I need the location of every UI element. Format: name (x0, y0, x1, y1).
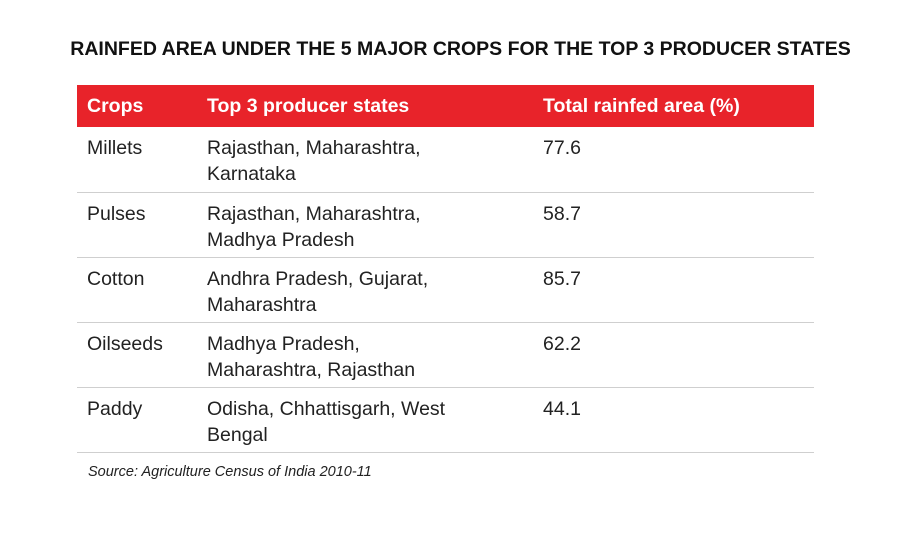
states-cell: Madhya Pradesh, Maharashtra, Rajasthan (197, 322, 533, 387)
crop-cell: Oilseeds (87, 332, 163, 355)
states-line: Madhya Pradesh, (207, 332, 360, 355)
states-line: Rajasthan, Maharashtra, (207, 137, 421, 159)
table-row: Oilseeds Madhya Pradesh, Maharashtra, Raj… (77, 322, 814, 387)
crop-cell: Pulses (87, 202, 146, 225)
states-line: Maharashtra (207, 293, 317, 316)
table-row: Cotton Andhra Pradesh, Gujarat, Maharasht… (77, 257, 814, 322)
states-line: Odisha, Chhattisgarh, West (207, 397, 446, 420)
rainfed-area-cell: 62.2 (543, 332, 581, 355)
rainfed-area-cell: 77.6 (543, 137, 581, 159)
table-row: Pulses Rajasthan, Maharashtra, Madhya Pra… (77, 192, 814, 257)
states-line: Karnataka (207, 163, 296, 185)
crop-cell: Paddy (87, 397, 143, 420)
states-line: Madhya Pradesh (207, 228, 355, 251)
states-line: Bengal (207, 423, 268, 446)
states-cell: Odisha, Chhattisgarh, West Bengal (197, 387, 533, 452)
crop-cell: Cotton (87, 267, 145, 290)
rainfed-area-table: Crops Top 3 producer states Total rainfe… (77, 85, 814, 453)
table-row: Paddy Odisha, Chhattisgarh, West Bengal 4… (77, 387, 814, 452)
states-line: Maharashtra, Rajasthan (207, 358, 416, 381)
source-note: Source: Agriculture Census of India 2010… (88, 464, 372, 480)
crop-cell: Millets (87, 137, 143, 159)
states-cell: Andhra Pradesh, Gujarat, Maharashtra (197, 257, 533, 322)
column-header-states: Top 3 producer states (207, 94, 410, 117)
table-row: Millets Rajasthan, Maharashtra, Karnataka… (77, 127, 814, 192)
states-cell: Rajasthan, Maharashtra, Madhya Pradesh (197, 192, 533, 257)
rainfed-area-cell: 58.7 (543, 202, 581, 225)
table-header-row: Crops Top 3 producer states Total rainfe… (77, 85, 814, 127)
chart-title: RAINFED AREA UNDER THE 5 MAJOR CROPS FOR… (70, 38, 851, 60)
states-line: Rajasthan, Maharashtra, (207, 202, 421, 225)
states-cell: Rajasthan, Maharashtra, Karnataka (197, 127, 533, 192)
states-line: Andhra Pradesh, Gujarat, (207, 267, 429, 290)
rainfed-area-cell: 44.1 (543, 397, 581, 420)
column-header-crops: Crops (87, 94, 144, 117)
rainfed-area-cell: 85.7 (543, 267, 581, 290)
column-header-rainfed-area: Total rainfed area (%) (543, 94, 740, 117)
